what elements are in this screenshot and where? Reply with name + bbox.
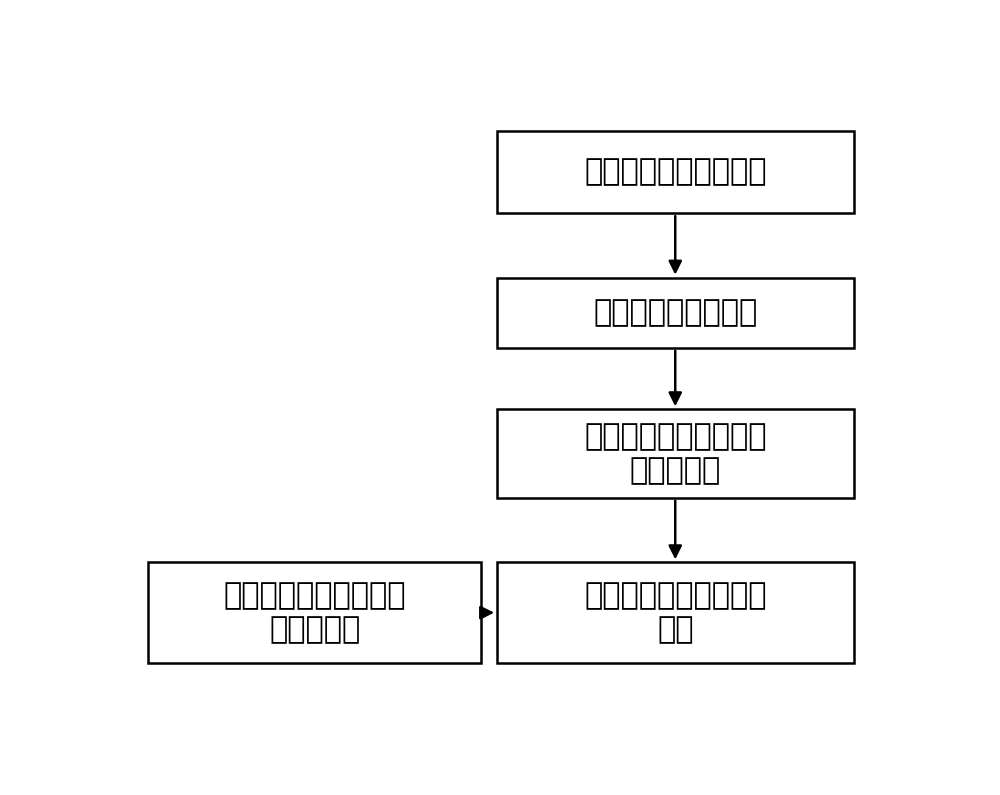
Text: 传动链评价因素集确认: 传动链评价因素集确认 [584, 157, 767, 186]
Text: 评价二级因素集确认: 评价二级因素集确认 [593, 298, 757, 328]
Bar [148, 562, 481, 663]
Text: 专家小组对各因素集进: 专家小组对各因素集进 [224, 581, 406, 611]
Bar [497, 130, 854, 213]
Text: 行权重分配: 行权重分配 [269, 615, 360, 644]
Bar [497, 562, 854, 663]
Text: 素进行评价: 素进行评价 [630, 456, 721, 485]
Bar [497, 409, 854, 498]
Text: 进行统计完成模糊综合: 进行统计完成模糊综合 [584, 581, 767, 611]
Text: 决策: 决策 [657, 615, 694, 644]
Bar [497, 277, 854, 348]
Text: 专家小组对各方案单因: 专家小组对各方案单因 [584, 422, 767, 452]
